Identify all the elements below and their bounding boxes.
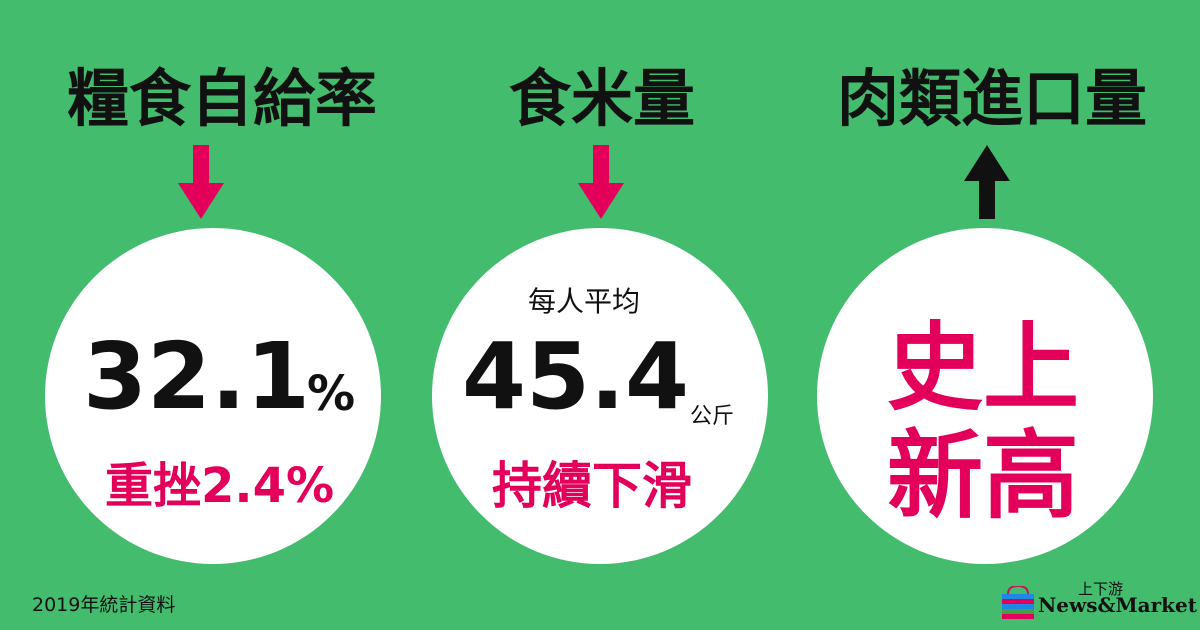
logo-top-text: 上下游 xyxy=(1078,580,1124,598)
rice-note: 持續下滑 xyxy=(492,457,692,515)
rice-value: 45.4 xyxy=(462,323,689,430)
title-meat-imports: 肉類進口量 xyxy=(836,62,1148,135)
self-sufficiency-unit: % xyxy=(307,366,356,422)
rice-prefix: 每人平均 xyxy=(528,285,641,318)
arrow-up-icon xyxy=(964,145,1010,219)
arrow-down-icon xyxy=(178,145,224,219)
arrow-down-icon xyxy=(578,145,624,219)
meat-line2: 新高 xyxy=(887,420,1079,532)
bag-icon xyxy=(1002,586,1034,619)
logo-name: News&Market xyxy=(1038,593,1197,617)
circle-self-sufficiency: 32.1 % 重挫2.4% xyxy=(45,228,381,564)
title-food-self-sufficiency: 糧食自給率 xyxy=(66,62,378,135)
title-rice-consumption: 食米量 xyxy=(508,62,696,135)
self-sufficiency-value: 32.1 xyxy=(83,323,310,430)
self-sufficiency-note: 重挫2.4% xyxy=(105,458,335,514)
footer-note: 2019年統計資料 xyxy=(32,594,176,616)
rice-unit: 公斤 xyxy=(690,404,735,429)
meat-line1: 史上 xyxy=(887,312,1079,424)
circle-meat: 史上 新高 xyxy=(817,228,1153,564)
circle-rice: 每人平均 45.4 公斤 持續下滑 xyxy=(432,228,768,564)
